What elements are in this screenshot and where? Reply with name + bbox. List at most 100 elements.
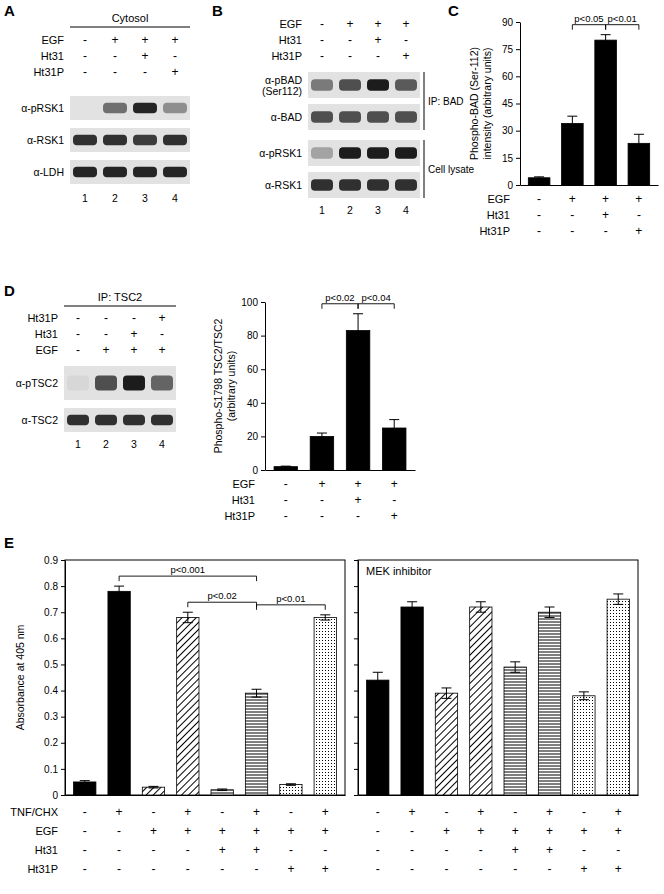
y-tick: 0 (52, 790, 65, 801)
tick-mark (354, 586, 358, 587)
condition-sign: + (391, 509, 398, 523)
tick-mark (61, 664, 65, 665)
header-line (64, 306, 176, 307)
condition-sign: + (402, 49, 409, 63)
condition-sign: - (582, 805, 586, 819)
condition-sign: + (477, 824, 484, 838)
blot-band (151, 415, 173, 426)
y-tick: 0.7 (44, 607, 65, 618)
bar (245, 693, 267, 795)
tick-mark (354, 664, 358, 665)
condition-sign: - (604, 224, 608, 238)
header-line (70, 27, 190, 28)
tick-label: 0.1 (44, 764, 58, 775)
blot-band (163, 167, 187, 178)
error-bar (510, 662, 520, 672)
tick-mark (516, 104, 520, 105)
axis-line (265, 303, 266, 471)
bar (538, 612, 560, 795)
group-label: Cell lysate (428, 164, 475, 175)
blot-band (95, 415, 117, 426)
lane-number: 3 (375, 204, 381, 216)
condition-sign: + (635, 224, 642, 238)
significance-bracket (322, 304, 358, 309)
condition-label: Ht31P (271, 50, 302, 62)
tick-label: 90 (502, 17, 514, 28)
condition-sign: + (346, 17, 353, 31)
condition-sign: - (151, 843, 155, 857)
error-bar (407, 602, 417, 612)
y-axis-title: (arbitrary units) (225, 351, 237, 422)
antibody-label: (Ser112) (262, 85, 302, 97)
tick-label: 60 (247, 364, 259, 375)
y-tick: 15 (502, 153, 520, 164)
blot-membrane (308, 140, 420, 166)
error-bar (534, 177, 544, 179)
bar (367, 680, 389, 795)
condition-sign: - (537, 208, 541, 222)
tick-mark (261, 336, 265, 337)
condition-sign: - (113, 49, 117, 63)
condition-sign: + (355, 477, 362, 491)
blot-band (103, 167, 127, 178)
error-bar (252, 689, 262, 697)
condition-sign: + (602, 208, 609, 222)
condition-sign: - (410, 843, 414, 857)
condition-sign: - (83, 824, 87, 838)
condition-sign: + (287, 824, 294, 838)
condition-sign: + (219, 843, 226, 857)
error-bar (634, 134, 644, 152)
antibody-label: α-RSK1 (265, 179, 302, 191)
y-tick (354, 560, 358, 561)
y-axis-title: Absorbance at 405 nm (14, 624, 26, 730)
condition-sign: - (404, 33, 408, 47)
y-tick: 0.6 (44, 633, 65, 644)
y-tick (354, 795, 358, 796)
tick-label: 60 (502, 71, 514, 82)
condition-sign: - (513, 805, 517, 819)
condition-sign: + (171, 33, 178, 47)
blot-band (123, 415, 145, 426)
condition-sign: - (289, 843, 293, 857)
condition-sign: - (83, 33, 87, 47)
condition-sign: - (83, 843, 87, 857)
error-bar (476, 602, 486, 612)
tick-mark (61, 638, 65, 639)
condition-sign: + (141, 49, 148, 63)
error-bar (613, 594, 623, 604)
condition-sign: - (479, 862, 483, 876)
lane-number: 2 (347, 204, 353, 216)
condition-sign: - (444, 805, 448, 819)
condition-sign: - (376, 824, 380, 838)
condition-label: EGF (35, 344, 58, 356)
condition-sign: - (320, 509, 324, 523)
condition-sign: - (113, 65, 117, 79)
blot-band (311, 179, 333, 190)
bar (274, 467, 297, 470)
condition-sign: + (635, 192, 642, 206)
condition-sign: - (255, 862, 259, 876)
annotation: p<0.02 (325, 292, 354, 303)
condition-sign: + (111, 33, 118, 47)
lane-number: 3 (131, 438, 137, 450)
y-tick: 0.9 (44, 555, 65, 566)
panel-letter: E (4, 534, 14, 551)
condition-label: EGF (41, 34, 64, 46)
tick-mark (261, 403, 265, 404)
bar (435, 693, 457, 795)
condition-sign: + (546, 843, 553, 857)
plot-area (367, 594, 630, 795)
annotation: p<0.01 (276, 593, 305, 604)
tick-label: 0.3 (44, 711, 58, 722)
condition-sign: - (76, 343, 80, 357)
error-bar (353, 314, 363, 348)
tick-mark (61, 769, 65, 770)
axis-line (521, 185, 659, 186)
axis-line (358, 561, 359, 796)
y-axis-title: Phospho-BAD (Ser-112) (468, 47, 480, 160)
blot-band (95, 376, 117, 391)
panel-letter: A (4, 2, 15, 19)
antibody-label: α-RSK1 (27, 134, 64, 146)
condition-sign: - (513, 862, 517, 876)
tick-mark (61, 560, 65, 561)
